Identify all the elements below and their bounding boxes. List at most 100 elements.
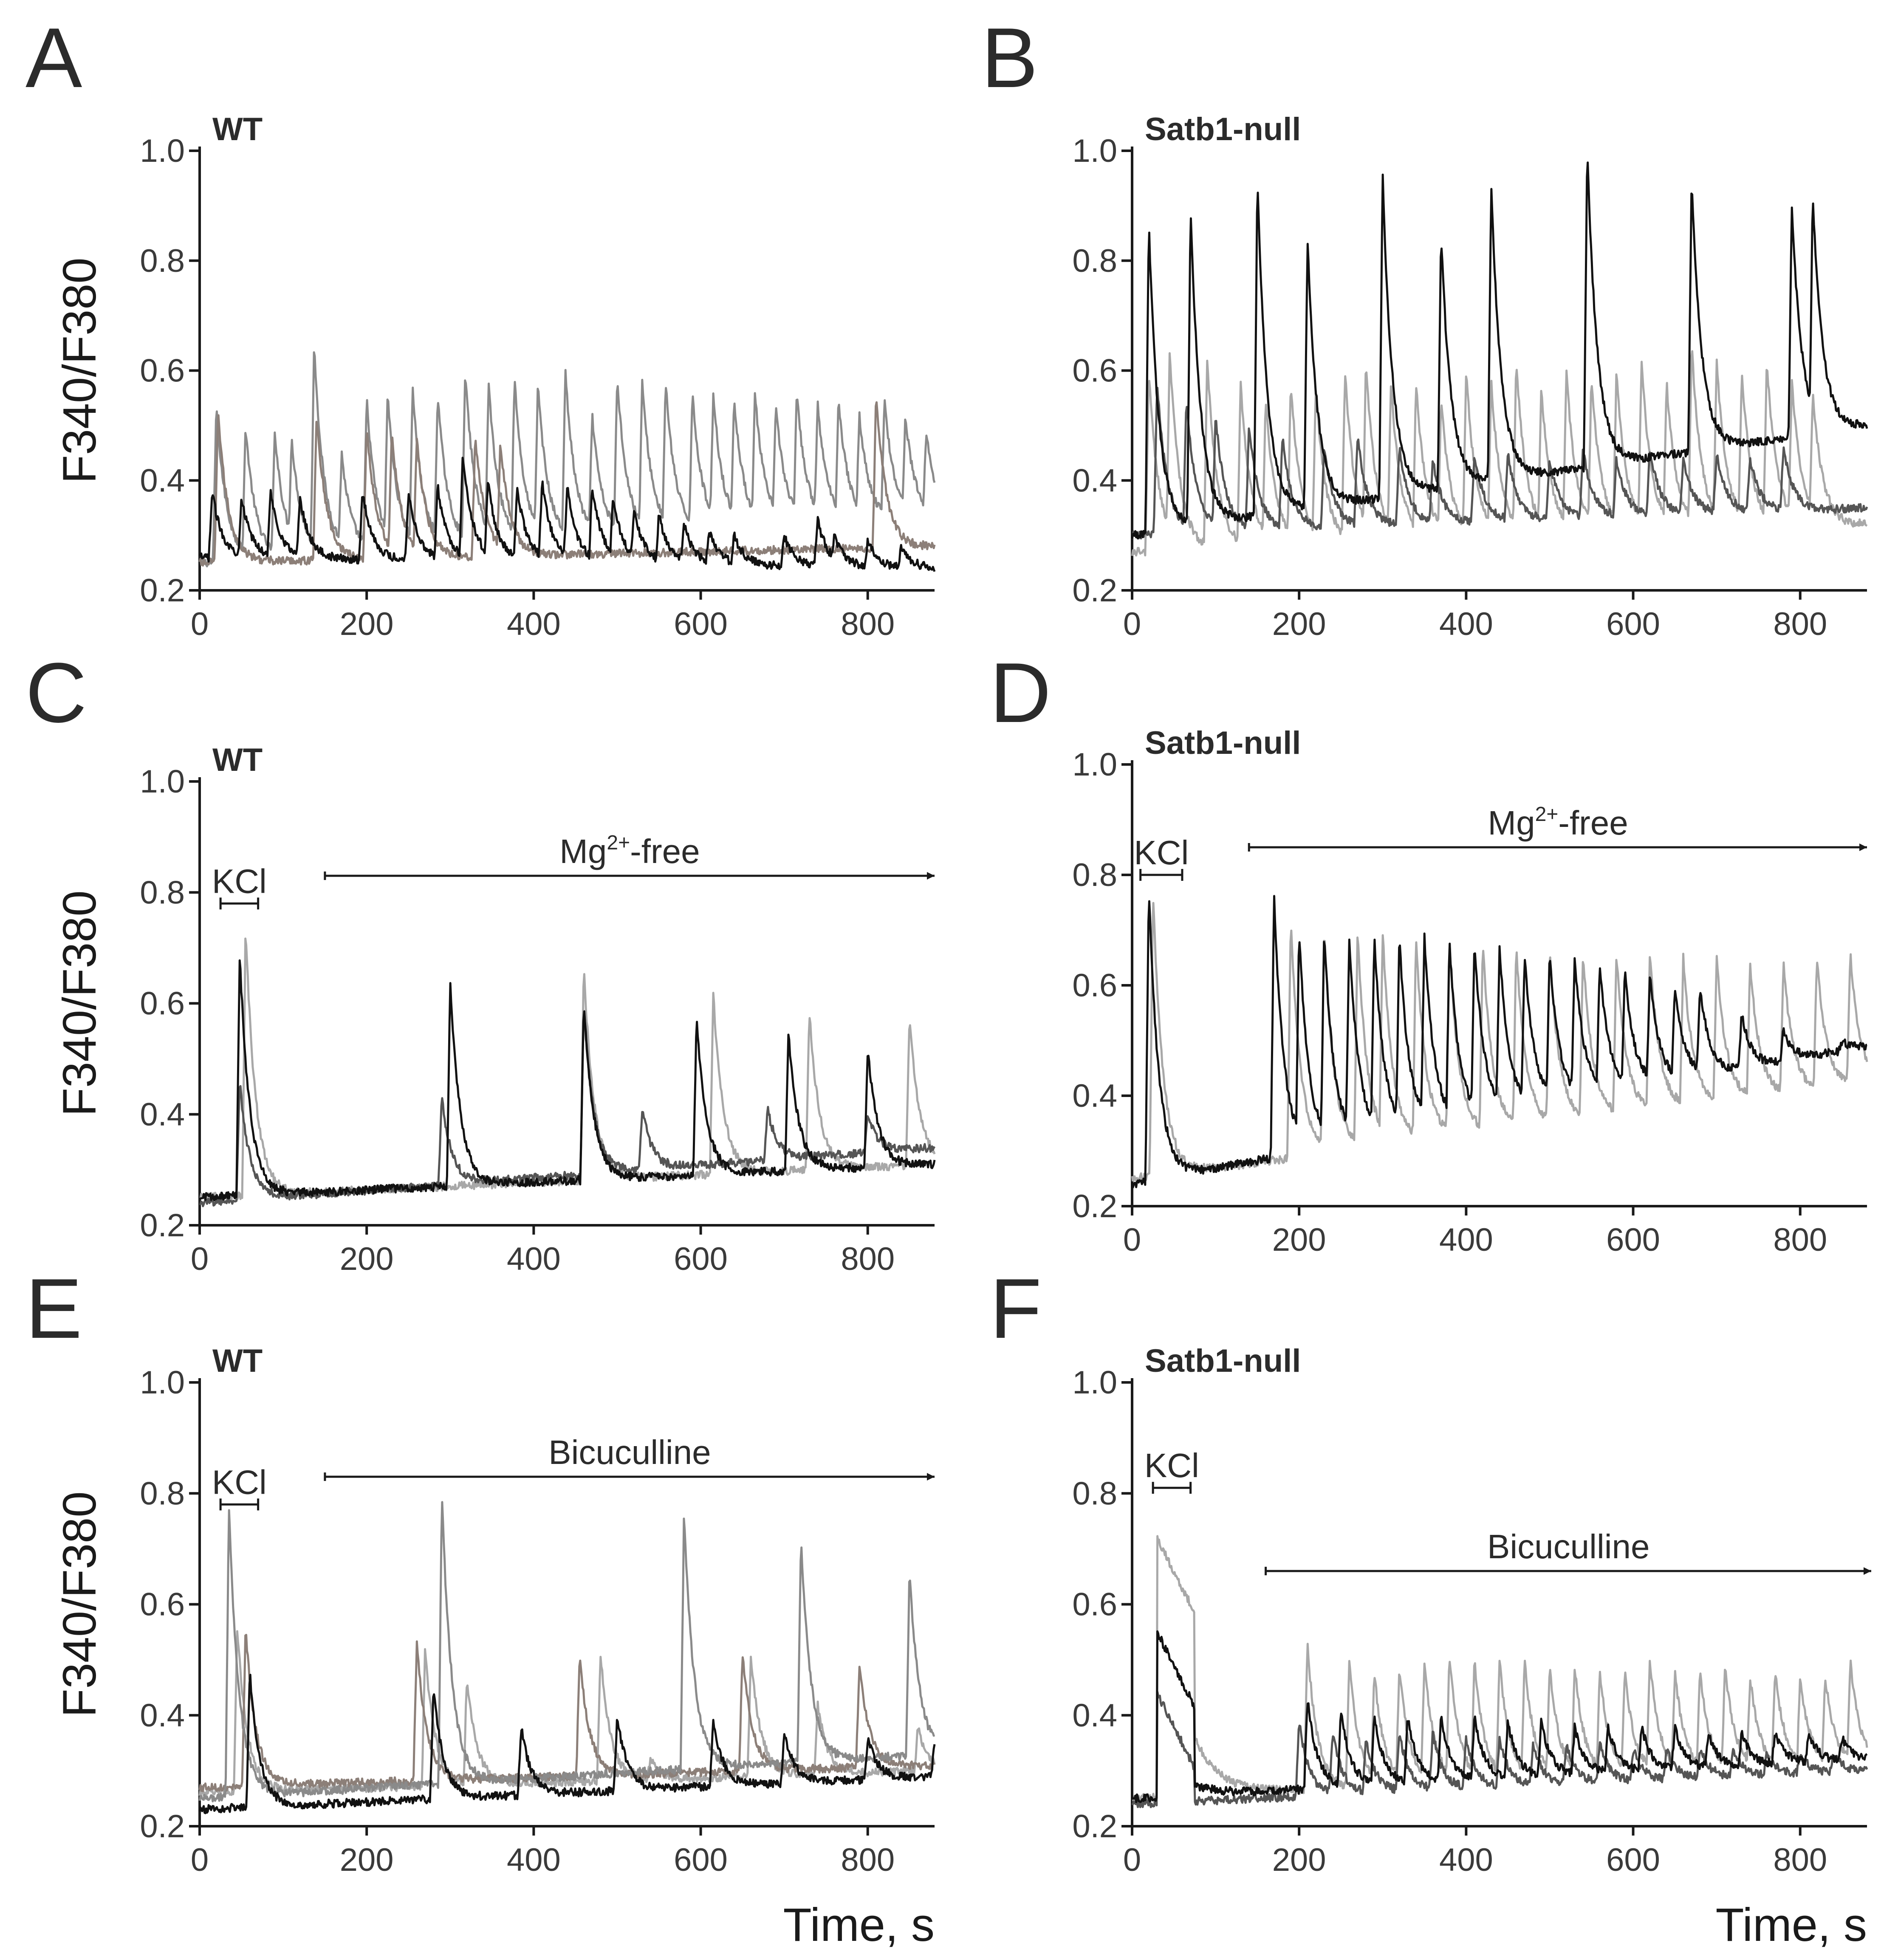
y-tick-label: 0.6 xyxy=(140,353,185,389)
condition-label: WT xyxy=(212,742,263,778)
arrowhead-icon xyxy=(1864,1567,1871,1575)
treatment-label: Bicuculline xyxy=(548,1433,711,1471)
y-tick-label: 1.0 xyxy=(140,764,185,800)
y-tick-label: 0.2 xyxy=(1072,1808,1117,1844)
y-tick-label: 0.4 xyxy=(140,1097,185,1133)
x-tick-label: 0 xyxy=(191,1241,209,1277)
panel-letter: A xyxy=(25,11,82,105)
condition-label: WT xyxy=(212,1343,263,1379)
panel-f: F Satb1-null 0.2 0.4 0.6 0.8 1.0 0 200 400 600 800 T… xyxy=(990,1261,1871,1951)
panel-letter: D xyxy=(990,646,1051,740)
y-tick-label: 0.4 xyxy=(1072,1078,1117,1114)
y-tick-label: 0.6 xyxy=(1072,1587,1117,1623)
y-tick-label: 0.2 xyxy=(1072,572,1117,609)
y-axis-title: F340/F380 xyxy=(54,257,106,483)
panel-a: A WT 0.2 0.4 0.6 0.8 1.0 0 200 400 600 800 F340/F380 xyxy=(25,11,936,642)
y-tick-label: 0.4 xyxy=(1072,463,1117,499)
x-tick-label: 0 xyxy=(1123,606,1141,642)
x-tick-label: 200 xyxy=(1272,606,1326,642)
y-tick-label: 0.6 xyxy=(140,986,185,1022)
x-tick-label: 0 xyxy=(191,606,209,642)
x-tick-label: 800 xyxy=(1773,1842,1827,1878)
condition-label: WT xyxy=(212,111,263,147)
y-tick-label: 0.4 xyxy=(140,463,185,499)
series-line-black xyxy=(1131,1630,1868,1803)
y-axis-title: F340/F380 xyxy=(54,890,106,1116)
x-tick-label: 800 xyxy=(1773,606,1827,642)
series-line-black xyxy=(1131,895,1867,1189)
series-line-black xyxy=(1131,161,1868,540)
x-axis-title: Time, s xyxy=(1716,1899,1867,1951)
x-tick-label: 0 xyxy=(191,1842,209,1878)
treatment-label: Mg2+-free xyxy=(559,832,700,870)
y-tick-label: 0.8 xyxy=(1072,1475,1117,1512)
kcl-label: KCl xyxy=(212,862,267,900)
x-tick-label: 0 xyxy=(1123,1842,1141,1878)
kcl-label: KCl xyxy=(1134,834,1189,871)
kcl-label: KCl xyxy=(212,1463,267,1501)
y-tick-label: 1.0 xyxy=(140,1365,185,1401)
x-tick-label: 600 xyxy=(1606,1222,1660,1258)
x-tick-label: 400 xyxy=(507,1241,561,1277)
x-tick-label: 200 xyxy=(340,1842,394,1878)
x-tick-label: 400 xyxy=(507,606,561,642)
y-tick-label: 0.8 xyxy=(1072,243,1117,279)
series-line-light-gray xyxy=(199,937,936,1202)
x-tick-label: 200 xyxy=(1272,1222,1326,1258)
series-line-black xyxy=(198,1674,936,1814)
series-line-black xyxy=(198,457,936,572)
kcl-label: KCl xyxy=(1144,1447,1199,1484)
treatment-label: Mg2+-free xyxy=(1488,803,1628,842)
x-tick-label: 800 xyxy=(841,606,895,642)
y-tick-label: 0.2 xyxy=(140,1808,185,1844)
x-tick-label: 200 xyxy=(340,606,394,642)
series-line-light-gray xyxy=(1131,902,1868,1183)
x-tick-label: 200 xyxy=(1272,1842,1326,1878)
x-tick-label: 400 xyxy=(1439,1222,1493,1258)
panel-letter: B xyxy=(981,11,1038,105)
x-tick-label: 0 xyxy=(1123,1222,1141,1258)
y-tick-label: 0.2 xyxy=(140,1207,185,1244)
y-tick-label: 1.0 xyxy=(1072,747,1117,783)
y-axis-title: F340/F380 xyxy=(54,1491,106,1717)
x-tick-label: 400 xyxy=(1439,1842,1493,1878)
y-tick-label: 1.0 xyxy=(1072,133,1117,169)
y-tick-label: 0.8 xyxy=(1072,857,1117,893)
panel-letter: E xyxy=(25,1261,82,1356)
x-tick-label: 600 xyxy=(674,606,728,642)
y-tick-label: 0.8 xyxy=(140,874,185,911)
series-line-light-gray xyxy=(1131,1535,1868,1803)
panel-letter: F xyxy=(990,1261,1042,1356)
series-line-gray xyxy=(198,351,936,567)
x-tick-label: 200 xyxy=(340,1241,394,1277)
y-tick-label: 0.2 xyxy=(1072,1188,1117,1224)
x-tick-label: 400 xyxy=(1439,606,1493,642)
x-tick-label: 600 xyxy=(1606,1842,1660,1878)
y-tick-label: 0.2 xyxy=(140,572,185,609)
condition-label: Satb1-null xyxy=(1145,1343,1301,1379)
x-tick-label: 400 xyxy=(507,1842,561,1878)
y-tick-label: 0.4 xyxy=(140,1698,185,1734)
arrowhead-icon xyxy=(927,1473,935,1481)
y-tick-label: 1.0 xyxy=(140,133,185,169)
panel-e: E WT 0.2 0.4 0.6 0.8 1.0 0 200 400 600 800 F340/F380… xyxy=(25,1261,936,1951)
condition-label: Satb1-null xyxy=(1145,111,1301,147)
y-tick-label: 0.6 xyxy=(140,1587,185,1623)
y-tick-label: 0.8 xyxy=(140,243,185,279)
y-tick-label: 0.8 xyxy=(140,1475,185,1512)
condition-label: Satb1-null xyxy=(1145,725,1301,761)
y-tick-label: 0.6 xyxy=(1072,967,1117,1004)
series-line-gray xyxy=(198,1501,935,1802)
x-tick-label: 800 xyxy=(1773,1222,1827,1258)
x-tick-label: 600 xyxy=(1606,606,1660,642)
series-line-brown-gray xyxy=(198,401,936,567)
y-tick-label: 1.0 xyxy=(1072,1365,1117,1401)
panel-b: B Satb1-null 0.2 0.4 0.6 0.8 1.0 0 200 400 600 800 xyxy=(981,11,1868,642)
arrowhead-icon xyxy=(927,872,935,880)
x-axis-title: Time, s xyxy=(783,1899,935,1951)
series-line-brown-gray xyxy=(198,1634,935,1792)
panel-d: D Satb1-null 0.2 0.4 0.6 0.8 1.0 0 200 400 600 800 K… xyxy=(990,646,1868,1258)
series-line-black xyxy=(199,959,936,1201)
x-tick-label: 600 xyxy=(674,1241,728,1277)
